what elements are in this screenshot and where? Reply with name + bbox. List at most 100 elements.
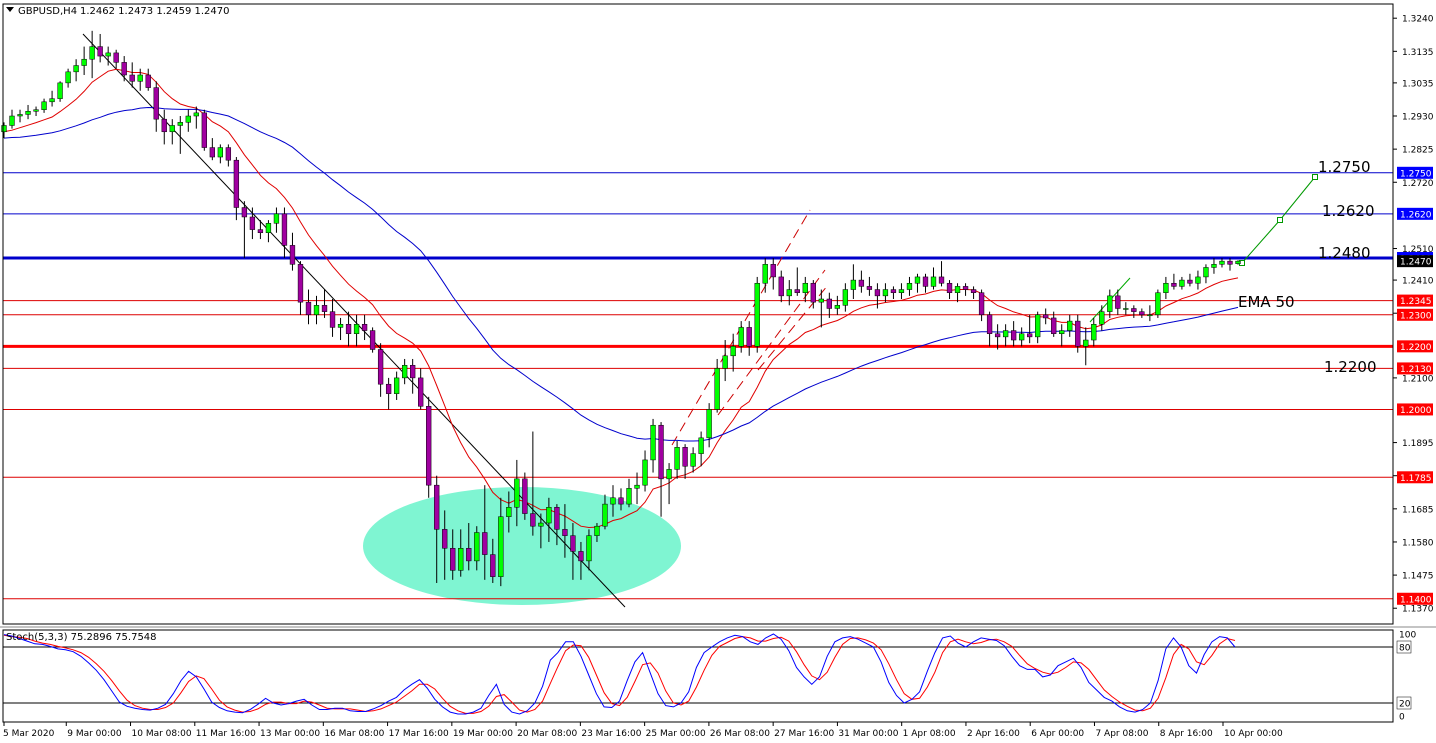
candle-body-bull: [546, 507, 552, 524]
candle-body-bull: [754, 282, 760, 347]
candle: [442, 510, 448, 580]
price-tick-label: 1.2510: [1402, 245, 1434, 255]
candle-body-bull: [1235, 260, 1241, 264]
candle-body-bull: [1147, 314, 1153, 317]
ohlc-label: 1.2462 1.2473 1.2459 1.2470: [80, 6, 230, 17]
candle-body-bear: [962, 286, 969, 290]
candle-body-bull: [337, 324, 344, 328]
candle-body-bull: [690, 453, 696, 467]
candle: [1067, 314, 1073, 337]
time-tick-label: 7 Apr 08:00: [1095, 729, 1148, 739]
candle-body-bear: [329, 311, 336, 328]
level-tag-1.2000: [1397, 403, 1433, 416]
candle-body-bull: [458, 548, 464, 571]
candle-body-bull: [930, 276, 937, 287]
candle-body-bear: [482, 532, 488, 555]
candle: [305, 289, 312, 325]
highlight-layer: [363, 487, 681, 605]
candle: [233, 157, 240, 221]
candle-body-bull: [706, 409, 712, 439]
candle-body-bull: [1179, 279, 1185, 287]
candle: [978, 289, 985, 322]
candle: [586, 529, 592, 571]
candle: [418, 368, 424, 410]
candle: [57, 81, 63, 102]
stoch-scale-label: 80: [1399, 644, 1411, 654]
candle: [914, 273, 921, 293]
time-tick-label: 20 Mar 08:00: [517, 729, 577, 739]
price-tick-label: 1.2720: [1402, 179, 1434, 189]
candle: [145, 68, 151, 91]
candle-body-bull: [313, 305, 320, 316]
candle: [530, 431, 536, 536]
candle-body-bear: [1131, 308, 1137, 312]
candle-body-bear: [225, 147, 232, 161]
candle: [426, 396, 432, 498]
candle: [794, 267, 800, 296]
time-tick-label: 26 Mar 08:00: [710, 729, 770, 739]
projection-point-2: [1312, 174, 1318, 180]
candle: [770, 257, 776, 290]
candle-body-bull: [105, 52, 111, 57]
candle: [361, 314, 368, 341]
candle: [209, 138, 215, 161]
candle-body-bull: [602, 503, 608, 527]
level-tag-text-1.2620: 1.2620: [1400, 210, 1432, 220]
candle-body-bear: [986, 314, 993, 334]
candle-body-bear: [1010, 330, 1017, 341]
candle: [1010, 321, 1017, 347]
candle-body-bull: [650, 424, 656, 461]
candle: [642, 450, 648, 492]
time-tick-label: 9 Mar 00:00: [67, 729, 122, 739]
candle-body-bear: [297, 264, 304, 303]
candle: [33, 106, 39, 117]
candle: [490, 538, 496, 583]
candle-body-bull: [1155, 292, 1161, 316]
candle-body-bull: [674, 447, 680, 470]
stoch-main-line: [3, 633, 1236, 715]
candle: [498, 497, 504, 587]
candle-body-bear: [778, 276, 784, 297]
candle: [1203, 264, 1209, 284]
candle: [193, 106, 199, 129]
current-price-tag: [1397, 255, 1433, 268]
highlight-ellipse: [363, 487, 681, 605]
candle-body-bear: [946, 282, 953, 293]
level-tag-text-1.2345: 1.2345: [1400, 297, 1432, 307]
current-price-text: 1.2470: [1400, 258, 1432, 268]
candle-body-bull: [634, 484, 640, 489]
projection-point-1: [1277, 217, 1283, 223]
time-tick-label: 2 Apr 16:00: [967, 729, 1020, 739]
candle: [458, 529, 464, 577]
candle-body-bear: [578, 551, 584, 562]
candle-body-bear: [1043, 314, 1049, 319]
candle-body-bear: [1115, 295, 1121, 309]
candle: [946, 280, 953, 300]
candle-body-bear: [434, 484, 440, 530]
candle: [129, 62, 135, 88]
candle: [25, 104, 31, 120]
time-tick-label: 16 Mar 08:00: [324, 729, 384, 739]
candle-body-bull: [401, 365, 408, 379]
candle-body-bear: [466, 548, 472, 562]
price-tick-label: 1.3035: [1402, 79, 1434, 89]
level-tag-text-1.2130: 1.2130: [1400, 365, 1432, 375]
candle: [562, 504, 568, 558]
candle-body-bull: [850, 279, 857, 290]
candle: [450, 529, 456, 580]
candle-body-bull: [1, 125, 7, 133]
candle: [81, 46, 87, 75]
candle-body-bull: [474, 532, 480, 562]
candle-body-bull: [185, 115, 191, 123]
candle: [281, 207, 288, 258]
time-tick-label: 1 Apr 08:00: [903, 729, 956, 739]
candle: [401, 358, 408, 385]
candle-body-bull: [9, 115, 15, 126]
candle: [153, 81, 159, 132]
candle-body-bear: [161, 118, 167, 133]
price-tick-label: 1.1685: [1402, 505, 1434, 515]
level-tag-1.2200: [1397, 340, 1433, 353]
candle-body-bear: [377, 349, 384, 385]
candle-body-bear: [970, 289, 977, 293]
